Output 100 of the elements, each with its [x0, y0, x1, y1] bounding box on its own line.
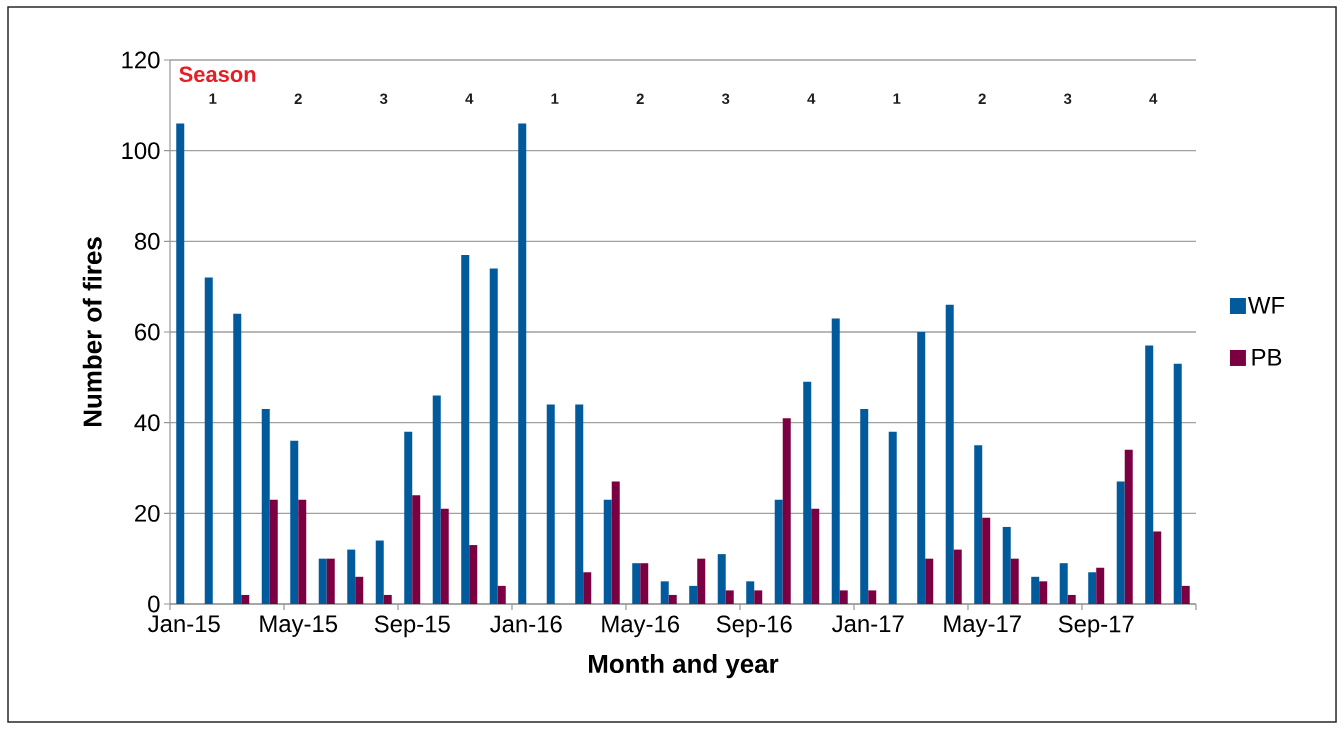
bar [583, 572, 592, 604]
annotation: 3 [1063, 93, 1072, 105]
bar [575, 404, 584, 604]
y-tick-label: 20 [135, 504, 160, 522]
bar [925, 558, 934, 604]
bar [412, 495, 421, 604]
x-tick-label: Sep-15 [374, 615, 450, 638]
annotation: 4 [807, 93, 816, 104]
bar [546, 404, 555, 604]
x-tick-label: Jan-16 [490, 615, 562, 633]
bar [611, 481, 620, 604]
annotation: 1 [893, 93, 901, 104]
bar [1153, 531, 1162, 604]
annotation: 4 [1149, 93, 1158, 104]
bar [383, 594, 392, 604]
bar [603, 499, 612, 604]
annotation: 3 [379, 93, 388, 105]
y-tick-label: 60 [135, 323, 160, 341]
bar [469, 545, 478, 604]
annotation: 2 [978, 93, 986, 104]
annotation: Season [179, 66, 256, 83]
bar [725, 590, 734, 604]
bar [1002, 526, 1011, 604]
x-tick-label: May-15 [260, 615, 338, 637]
x-tick-label: Sep-17 [1058, 615, 1134, 638]
x-tick-label: Jan-17 [832, 615, 904, 633]
bar [204, 277, 213, 604]
x-tick-label: Sep-16 [716, 615, 792, 638]
legend-label: WF [1248, 297, 1285, 314]
bar [668, 594, 677, 604]
annotation: 3 [721, 93, 730, 105]
bar [1145, 345, 1154, 604]
bar [860, 409, 869, 604]
annotation: 2 [636, 93, 644, 104]
bar [888, 431, 897, 604]
bar [1039, 581, 1048, 604]
bar [1031, 576, 1040, 604]
y-tick-label: 120 [122, 51, 160, 69]
annotation: 1 [551, 93, 559, 104]
bar [1124, 449, 1133, 604]
x-axis-title: Month and year [589, 654, 779, 679]
bar [717, 554, 726, 604]
bar [831, 318, 840, 604]
y-tick-label: 40 [134, 414, 160, 432]
bar [1010, 558, 1019, 604]
bar [689, 585, 698, 604]
bar [432, 395, 441, 604]
annotation: 4 [465, 93, 474, 104]
x-tick-label: May-17 [944, 615, 1021, 637]
bar [697, 558, 706, 604]
bar [803, 381, 812, 604]
x-tick-label: Jan-15 [148, 615, 220, 633]
bar [746, 581, 755, 604]
bar [982, 517, 991, 604]
bar [347, 549, 356, 604]
x-tick-label: May-16 [602, 615, 680, 638]
bar [1181, 585, 1190, 604]
bar [811, 508, 820, 604]
y-tick-label: 0 [148, 595, 160, 613]
annotation: 1 [209, 93, 217, 104]
bar [375, 540, 384, 604]
bar [774, 499, 783, 604]
bar [461, 254, 470, 604]
annotation: 2 [294, 93, 302, 104]
bar [1067, 594, 1076, 604]
bar [290, 440, 299, 604]
bar [632, 563, 641, 604]
bar [660, 581, 669, 604]
y-tick-label: 80 [134, 232, 160, 250]
legend-label: PB [1252, 348, 1282, 366]
bar [518, 123, 527, 604]
bar [176, 123, 185, 604]
bar [754, 590, 763, 604]
bar [261, 409, 270, 604]
bar [326, 558, 335, 604]
bar [440, 508, 449, 604]
bar [1116, 481, 1125, 604]
bar [917, 332, 926, 604]
bar [1173, 363, 1182, 604]
bar [953, 549, 962, 604]
bar [782, 418, 791, 604]
bar [945, 304, 954, 604]
bar [318, 558, 327, 604]
bar [404, 431, 413, 604]
bar [497, 585, 506, 604]
bar [298, 499, 307, 604]
bar [839, 590, 848, 604]
bar [489, 268, 498, 604]
y-axis-title: Number of fires [82, 237, 102, 426]
bar [640, 563, 649, 604]
bar [269, 499, 278, 604]
bar [1096, 567, 1105, 604]
bar [233, 313, 242, 604]
bar [355, 576, 364, 604]
bar [1059, 563, 1068, 604]
bar [974, 445, 983, 604]
bar [868, 590, 877, 604]
bar [241, 594, 250, 604]
y-tick-label: 100 [122, 142, 160, 160]
bar [1088, 572, 1097, 604]
